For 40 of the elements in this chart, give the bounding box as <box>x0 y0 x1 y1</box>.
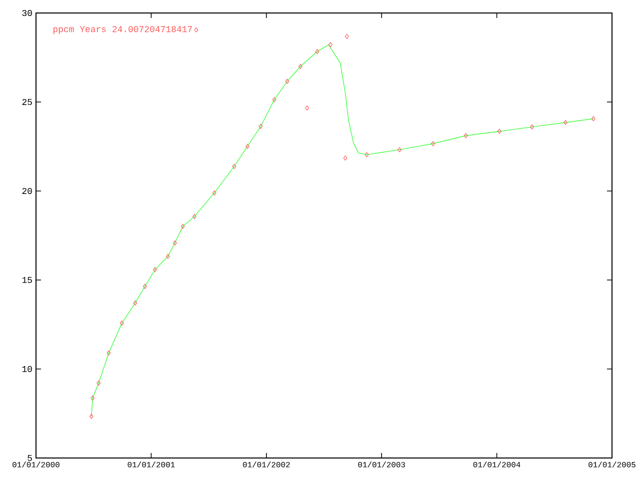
point <box>96 380 101 386</box>
point <box>180 224 185 229</box>
point <box>258 124 263 129</box>
point <box>120 320 124 326</box>
point <box>153 267 157 272</box>
point <box>364 152 369 158</box>
point <box>431 141 435 146</box>
y-tick-label: 5 <box>28 455 32 462</box>
legend-label: ppcm Years 24.007204718417 <box>53 26 192 34</box>
point <box>89 414 94 419</box>
point <box>591 116 596 122</box>
y-tick-label: 30 <box>22 10 32 16</box>
point <box>192 214 196 219</box>
point <box>530 124 534 130</box>
y-tick-label: 25 <box>22 98 32 106</box>
y-tick-label: 15 <box>22 277 32 283</box>
y-tick-label: 20 <box>22 188 32 194</box>
point <box>212 190 216 196</box>
line-series <box>91 44 594 417</box>
point <box>272 97 276 102</box>
point <box>172 240 177 246</box>
point <box>106 350 111 356</box>
point <box>464 133 468 138</box>
point <box>563 120 568 125</box>
point <box>166 254 170 259</box>
y-tick-label: 10 <box>22 366 32 372</box>
point <box>305 106 310 111</box>
point <box>497 128 502 134</box>
point <box>315 48 320 54</box>
point <box>343 156 348 161</box>
point <box>142 284 147 289</box>
point <box>285 78 290 84</box>
point <box>298 64 302 69</box>
point <box>90 396 95 401</box>
point <box>246 144 250 149</box>
point <box>133 300 138 306</box>
point <box>398 147 402 152</box>
point <box>344 34 349 39</box>
point <box>328 42 332 48</box>
point <box>232 164 236 169</box>
